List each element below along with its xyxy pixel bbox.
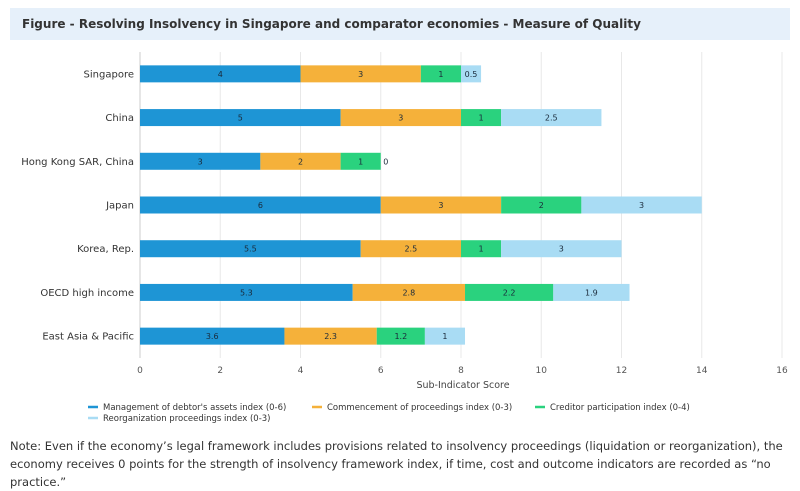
x-tick-label: 2 [217, 366, 223, 376]
legend-label: Management of debtor's assets index (0-6… [103, 403, 286, 413]
data-label: 1 [479, 245, 484, 254]
category-label: East Asia & Pacific [42, 332, 134, 343]
data-label: 1.2 [394, 332, 407, 341]
data-label: 1 [438, 70, 443, 79]
x-tick-label: 16 [776, 366, 788, 376]
bar-segment [461, 65, 482, 83]
chart-title: Figure - Resolving Insolvency in Singapo… [22, 17, 641, 31]
legend-label: Commencement of proceedings index (0-3) [327, 403, 512, 413]
data-label: 6 [258, 201, 263, 210]
x-tick-label: 4 [298, 366, 304, 376]
data-label: 1.9 [585, 288, 598, 297]
footnote: Note: Even if the economy’s legal framew… [10, 439, 783, 489]
data-label: 5.5 [244, 245, 257, 254]
bar-segment [352, 283, 466, 301]
bar-segment [461, 240, 502, 258]
bar-segment [140, 327, 285, 345]
category-label: Singapore [84, 69, 134, 80]
x-tick-label: 12 [616, 366, 627, 376]
bar-segment [553, 283, 630, 301]
data-label: 3 [358, 70, 363, 79]
category-label: OECD high income [40, 288, 134, 299]
data-label: 3 [639, 201, 644, 210]
data-label: 3 [198, 157, 203, 166]
x-tick-label: 10 [536, 366, 548, 376]
data-label: 2.8 [402, 288, 415, 297]
bar-segment [424, 327, 466, 345]
x-tick-label: 8 [458, 366, 464, 376]
bar-segment [461, 109, 502, 127]
bar-segment [376, 327, 425, 345]
bar-segment [140, 109, 341, 127]
data-label: 2.2 [503, 288, 516, 297]
bar-segment [465, 283, 554, 301]
bar-segment [340, 152, 381, 170]
x-tick-label: 6 [378, 366, 384, 376]
data-label: 0.5 [465, 70, 478, 79]
bar-segment [340, 109, 461, 127]
data-label: 5 [238, 114, 243, 123]
data-label: 0 [383, 157, 388, 166]
data-label: 1 [479, 114, 484, 123]
data-label: 4 [218, 70, 223, 79]
bar-segment [300, 65, 421, 83]
data-label: 2.3 [324, 332, 337, 341]
data-label: 1 [442, 332, 447, 341]
bar-segment [140, 152, 261, 170]
bar-segment [140, 240, 361, 258]
data-label: 3 [438, 201, 443, 210]
bar-segment [260, 152, 341, 170]
data-label: 1 [358, 157, 363, 166]
data-label: 3 [559, 245, 564, 254]
category-label: Korea, Rep. [77, 244, 134, 255]
bar-segment [380, 196, 502, 214]
bar-segment [581, 196, 702, 214]
bar-segment [501, 109, 602, 127]
data-label: 2.5 [404, 245, 417, 254]
category-label: Japan [105, 201, 134, 212]
data-label: 2.5 [545, 114, 558, 123]
bar-segment [360, 240, 461, 258]
legend-label: Reorganization proceedings index (0-3) [103, 414, 271, 424]
category-label: Hong Kong SAR, China [21, 157, 134, 168]
data-label: 3.6 [206, 332, 219, 341]
data-label: 2 [539, 201, 544, 210]
bar-segment [501, 196, 582, 214]
bar-segment [501, 240, 622, 258]
bar-segment [420, 65, 461, 83]
data-label: 2 [298, 157, 303, 166]
bar-segment [140, 283, 353, 301]
bar-segment [140, 65, 301, 83]
chart-title-bar: Figure - Resolving Insolvency in Singapo… [10, 8, 790, 40]
x-tick-label: 14 [696, 366, 708, 376]
x-axis-title: Sub-Indicator Score [416, 380, 509, 391]
bar-segment [140, 196, 381, 214]
legend-label: Creditor participation index (0-4) [550, 403, 690, 413]
data-label: 5.3 [240, 288, 253, 297]
x-tick-label: 0 [137, 366, 143, 376]
data-label: 3 [398, 114, 403, 123]
bar-segment [284, 327, 377, 345]
category-label: China [105, 113, 134, 124]
